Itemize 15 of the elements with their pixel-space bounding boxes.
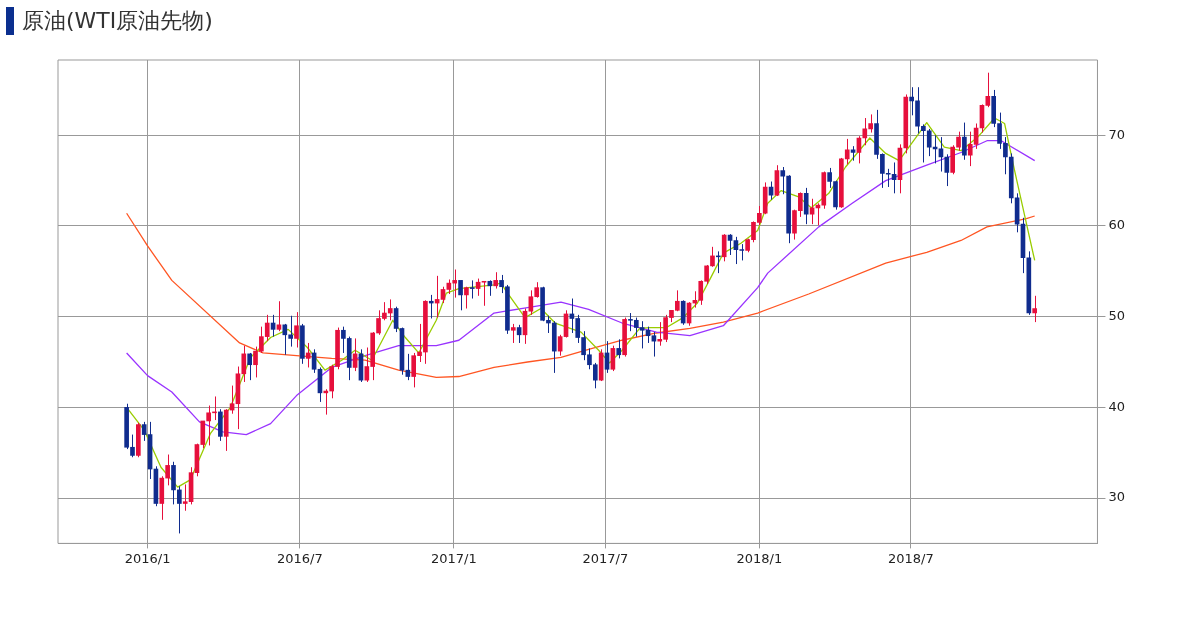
- y-tick-label: 70: [1108, 126, 1125, 142]
- x-tick-label: 2018/1: [736, 550, 783, 566]
- x-tick-label: 2016/7: [277, 550, 323, 566]
- candlestick: [469, 279, 475, 300]
- candlestick: [510, 323, 516, 344]
- y-tick-label: 30: [1108, 489, 1125, 505]
- y-tick-label: 60: [1108, 217, 1125, 233]
- y-tick-label: 40: [1108, 398, 1125, 414]
- x-tick-label: 2017/1: [430, 550, 477, 566]
- chart-title: 原油(WTI原油先物): [22, 7, 213, 35]
- x-tick-label: 2016/1: [124, 550, 171, 566]
- candlestick: [294, 311, 299, 348]
- x-tick-label: 2017/7: [582, 550, 629, 566]
- y-tick-label: 50: [1108, 308, 1125, 324]
- x-tick-label: 2018/7: [887, 550, 934, 566]
